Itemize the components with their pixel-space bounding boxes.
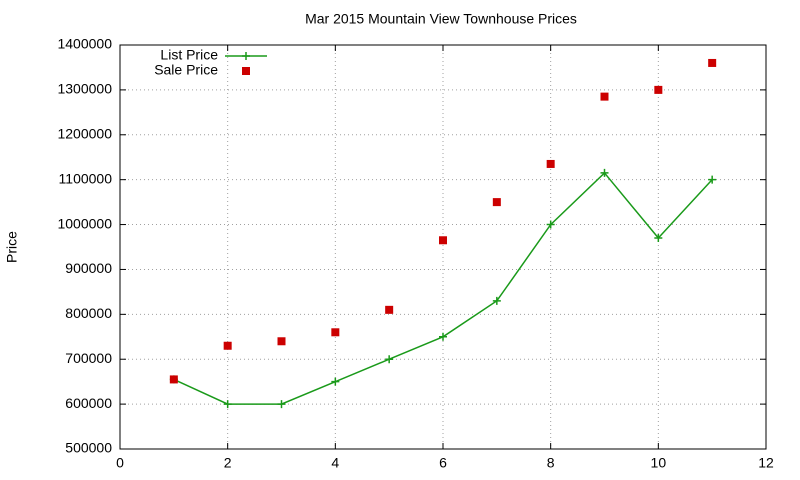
x-tick-label: 0 (116, 455, 124, 471)
x-tick-label: 12 (758, 455, 774, 471)
y-tick-label: 700000 (65, 350, 112, 366)
point (439, 332, 447, 341)
x-tick-label: 8 (547, 455, 555, 471)
point (600, 168, 609, 177)
y-tick-label: 1400000 (57, 36, 112, 52)
point (331, 328, 340, 337)
point (277, 400, 286, 409)
point (439, 236, 447, 245)
y-tick-label: 1100000 (59, 170, 113, 186)
chart-title: Mar 2015 Mountain View Townhouse Prices (305, 11, 577, 27)
y-tick-label: 800000 (65, 305, 112, 321)
point (654, 85, 663, 94)
point (277, 337, 286, 346)
point (546, 159, 555, 168)
y-tick-label: 500000 (65, 440, 112, 456)
point (385, 305, 394, 314)
y-tick-label: 600000 (65, 395, 112, 411)
y-tick-label: 900000 (65, 260, 112, 276)
plot-frame (119, 44, 767, 450)
point (223, 400, 232, 409)
point (385, 355, 394, 364)
point (546, 220, 555, 229)
x-tick-label: 2 (224, 455, 232, 471)
legend-swatch (242, 52, 250, 60)
point (708, 58, 717, 67)
point (654, 234, 663, 243)
point (600, 92, 609, 101)
point (492, 198, 501, 207)
point (331, 377, 340, 386)
point (223, 341, 232, 350)
x-tick-label: 10 (651, 455, 667, 471)
point (169, 375, 178, 384)
y-tick-label: 1300000 (57, 81, 112, 97)
point (708, 175, 717, 184)
legend-swatch (242, 67, 250, 75)
x-tick-label: 6 (439, 455, 447, 471)
x-tick-label: 4 (331, 455, 339, 471)
y-tick-label: 1200000 (57, 125, 112, 141)
legend-label: List Price (160, 47, 218, 63)
legend-label: Sale Price (154, 62, 218, 78)
y-axis-label: Price (4, 231, 20, 263)
point (492, 296, 501, 305)
y-tick-label: 1000000 (57, 215, 112, 231)
